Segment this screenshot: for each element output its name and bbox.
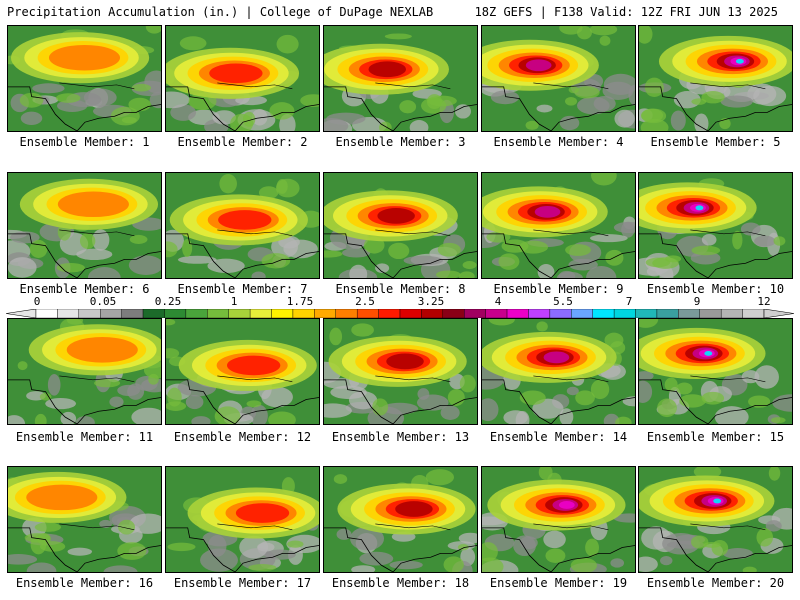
colorbar-tick-label: 5.5 [553,295,573,308]
ensemble-member-label: Ensemble Member: 10 [646,282,785,296]
ensemble-member-label: Ensemble Member: 13 [331,430,470,444]
colorbar-tick-label: 3.25 [417,295,445,308]
ensemble-member-label: Ensemble Member: 2 [177,135,308,149]
ensemble-member-label: Ensemble Member: 6 [19,282,150,296]
ensemble-member-map [165,318,320,425]
ensemble-member-label: Ensemble Member: 14 [489,430,628,444]
ensemble-member-label: Ensemble Member: 17 [173,576,312,590]
ensemble-member-label: Ensemble Member: 7 [177,282,308,296]
ensemble-member-map [7,25,162,132]
ensemble-member-map [481,172,636,279]
colorbar-tick-label: 2.5 [355,295,375,308]
ensemble-member-label: Ensemble Member: 1 [19,135,150,149]
colorbar-tick-label: 0 [33,295,41,308]
ensemble-member-label: Ensemble Member: 8 [335,282,466,296]
colorbar-tick-label: 1 [230,295,238,308]
ensemble-member-label: Ensemble Member: 15 [646,430,785,444]
ensemble-member-map [481,466,636,573]
ensemble-member-map [481,318,636,425]
ensemble-member-map [165,172,320,279]
ensemble-member-label: Ensemble Member: 3 [335,135,466,149]
colorbar-tick-label: 12 [757,295,771,308]
ensemble-member-label: Ensemble Member: 16 [15,576,154,590]
colorbar-tick-label: 9 [693,295,701,308]
ensemble-member-label: Ensemble Member: 9 [493,282,624,296]
ensemble-member-map [165,25,320,132]
ensemble-member-map [323,25,478,132]
colorbar-tick-label: 0.25 [154,295,182,308]
ensemble-member-label: Ensemble Member: 4 [493,135,624,149]
ensemble-member-map [165,466,320,573]
ensemble-member-map [638,318,793,425]
model-run-info: 18Z GEFS | F138 Valid: 12Z FRI JUN 13 20… [474,5,778,19]
ensemble-member-label: Ensemble Member: 12 [173,430,312,444]
ensemble-member-label: Ensemble Member: 5 [650,135,781,149]
ensemble-member-map [638,25,793,132]
ensemble-member-map [481,25,636,132]
ensemble-member-label: Ensemble Member: 18 [331,576,470,590]
ensemble-member-map [7,466,162,573]
ensemble-member-map [638,466,793,573]
ensemble-member-map [638,172,793,279]
ensemble-member-map [7,318,162,425]
ensemble-member-label: Ensemble Member: 11 [15,430,154,444]
precipitation-colorbar [6,309,794,318]
colorbar-tick-label: 7 [625,295,633,308]
ensemble-member-map [7,172,162,279]
colorbar-tick-label: 1.75 [286,295,314,308]
chart-title: Precipitation Accumulation (in.) | Colle… [7,5,434,19]
ensemble-member-label: Ensemble Member: 19 [489,576,628,590]
colorbar-tick-label: 4 [494,295,502,308]
ensemble-member-map [323,318,478,425]
ensemble-member-map [323,172,478,279]
ensemble-member-label: Ensemble Member: 20 [646,576,785,590]
ensemble-member-map [323,466,478,573]
colorbar-tick-label: 0.05 [89,295,117,308]
